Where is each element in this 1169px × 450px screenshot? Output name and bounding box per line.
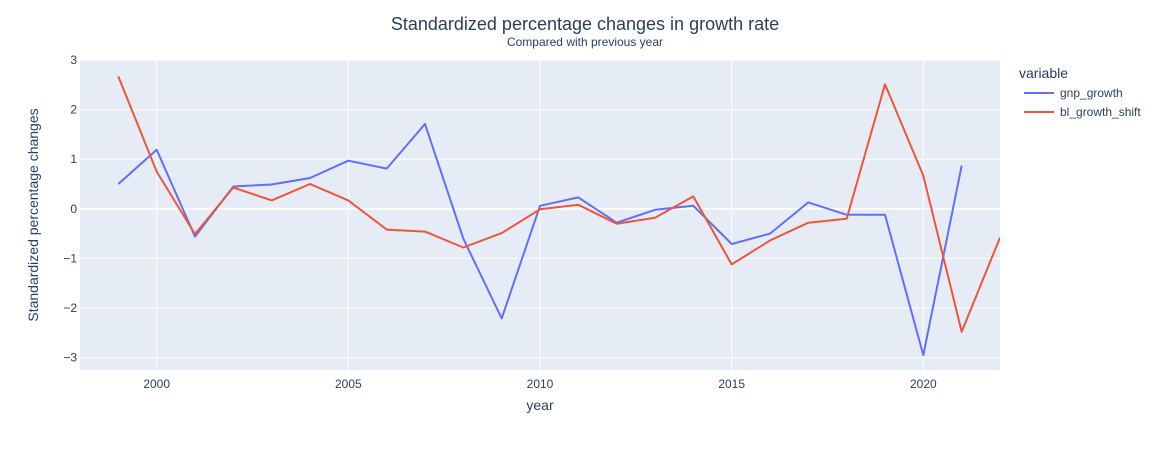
- legend-label-gnp_growth: gnp_growth: [1060, 86, 1123, 100]
- y-tick-label: −2: [63, 301, 77, 315]
- x-tick-label: 2000: [143, 377, 170, 391]
- legend-title: variable: [1019, 65, 1068, 81]
- x-tick-label: 2015: [718, 377, 745, 391]
- y-tick-label: −1: [63, 251, 77, 265]
- y-tick-label: 0: [70, 202, 77, 216]
- x-tick-label: 2020: [910, 377, 937, 391]
- series-lines: [117, 76, 1000, 357]
- y-tick-label: 1: [70, 152, 77, 166]
- legend-label-bl_growth_shift: bl_growth_shift: [1060, 105, 1141, 119]
- legend: variable gnp_growth bl_growth_shift: [1019, 65, 1141, 119]
- x-tick-label: 2010: [527, 377, 554, 391]
- y-axis-ticks: 3 2 1 0 −1 −2 −3: [63, 53, 77, 365]
- y-tick-label: 2: [70, 103, 77, 117]
- series-line-bl_growth_shift: [117, 76, 1000, 333]
- y-tick-label: −3: [63, 351, 77, 365]
- chart-title: Standardized percentage changes in growt…: [391, 14, 779, 34]
- x-axis-ticks: 2000 2005 2010 2015 2020: [143, 377, 937, 391]
- y-tick-label: 3: [70, 53, 77, 67]
- x-axis-title: year: [526, 397, 554, 413]
- gridlines: [80, 59, 1000, 370]
- x-tick-label: 2005: [335, 377, 362, 391]
- y-axis-title: Standardized percentage changes: [25, 108, 41, 321]
- chart-subtitle: Compared with previous year: [507, 35, 663, 49]
- series-line-gnp_growth: [117, 123, 963, 357]
